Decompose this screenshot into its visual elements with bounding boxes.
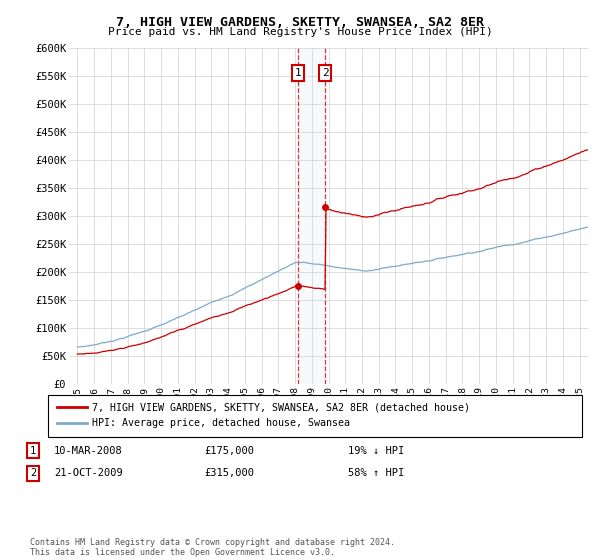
Text: 2: 2 — [30, 468, 36, 478]
Text: 19% ↓ HPI: 19% ↓ HPI — [348, 446, 404, 456]
Text: Contains HM Land Registry data © Crown copyright and database right 2024.
This d: Contains HM Land Registry data © Crown c… — [30, 538, 395, 557]
Text: HPI: Average price, detached house, Swansea: HPI: Average price, detached house, Swan… — [92, 418, 350, 428]
Text: 10-MAR-2008: 10-MAR-2008 — [54, 446, 123, 456]
Text: 2: 2 — [322, 68, 329, 78]
Text: Price paid vs. HM Land Registry's House Price Index (HPI): Price paid vs. HM Land Registry's House … — [107, 27, 493, 37]
Text: 21-OCT-2009: 21-OCT-2009 — [54, 468, 123, 478]
Bar — [298, 48, 325, 384]
Text: 1: 1 — [295, 68, 302, 78]
Text: 1: 1 — [30, 446, 36, 456]
Text: 7, HIGH VIEW GARDENS, SKETTY, SWANSEA, SA2 8ER: 7, HIGH VIEW GARDENS, SKETTY, SWANSEA, S… — [116, 16, 484, 29]
Text: 7, HIGH VIEW GARDENS, SKETTY, SWANSEA, SA2 8ER (detached house): 7, HIGH VIEW GARDENS, SKETTY, SWANSEA, S… — [92, 402, 470, 412]
Text: £175,000: £175,000 — [204, 446, 254, 456]
Text: £315,000: £315,000 — [204, 468, 254, 478]
Text: 58% ↑ HPI: 58% ↑ HPI — [348, 468, 404, 478]
